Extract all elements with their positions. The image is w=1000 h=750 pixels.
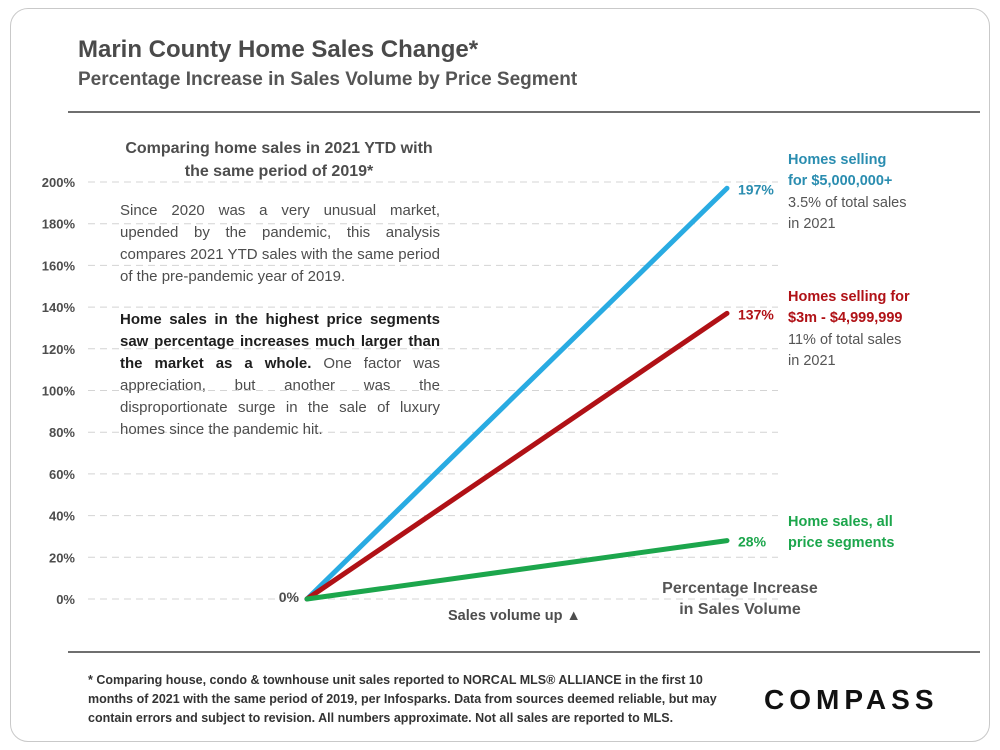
page-title: Marin County Home Sales Change* bbox=[78, 36, 479, 63]
annotation-all-line1: Home sales, all bbox=[788, 514, 893, 530]
annotation-luxury: Homes selling for $5,000,000+ bbox=[788, 150, 892, 192]
annotation-high-share-line2: in 2021 bbox=[788, 353, 836, 369]
series-start-label: 0% bbox=[279, 589, 300, 605]
text-box-paragraph-2: Home sales in the highest price segments… bbox=[120, 309, 440, 441]
sales-volume-up-label: Sales volume up ▲ bbox=[448, 608, 581, 624]
series-line bbox=[304, 310, 730, 602]
y-tick-label: 100% bbox=[42, 384, 76, 399]
annotation-luxury-line2: for $5,000,000+ bbox=[788, 173, 893, 189]
y-tick-label: 40% bbox=[49, 509, 75, 524]
annotation-high-line1: Homes selling for bbox=[788, 289, 910, 305]
y-tick-label: 60% bbox=[49, 467, 75, 482]
series-line bbox=[304, 538, 730, 602]
y-tick-label: 80% bbox=[49, 425, 75, 440]
y-tick-label: 20% bbox=[49, 550, 75, 565]
y-tick-label: 200% bbox=[42, 175, 76, 190]
series-end-label: 197% bbox=[738, 181, 774, 197]
y-tick-label: 160% bbox=[42, 258, 76, 273]
x-axis-caption: Percentage Increase in Sales Volume bbox=[640, 578, 840, 620]
annotation-luxury-share-line1: 3.5% of total sales bbox=[788, 195, 907, 211]
annotation-luxury-share-line2: in 2021 bbox=[788, 216, 836, 232]
x-axis-caption-line1: Percentage Increase bbox=[662, 580, 818, 597]
page-subtitle: Percentage Increase in Sales Volume by P… bbox=[78, 69, 578, 90]
chart: 0% 20% 40% 60% 80% 100% 120% 140% 160% 180% 200% 0%… bbox=[42, 175, 778, 607]
text-box-paragraph-2-rest: One factor was appreciation, but another… bbox=[120, 355, 440, 438]
series-end-label: 28% bbox=[738, 534, 767, 550]
footnote: * Comparing house, condo & townhouse uni… bbox=[88, 673, 717, 725]
y-tick-label: 180% bbox=[42, 217, 76, 232]
top-divider bbox=[68, 111, 980, 113]
text-box-paragraph-1: Since 2020 was a very unusual market, up… bbox=[120, 202, 440, 285]
bottom-divider bbox=[68, 651, 980, 653]
annotation-high-share-line1: 11% of total sales bbox=[788, 332, 902, 348]
text-box-heading: Comparing home sales in 2021 YTD with th… bbox=[125, 140, 433, 180]
text-box-paragraph-2-bold: Home sales in the highest price segments… bbox=[120, 311, 440, 372]
compass-logo: COMPASS bbox=[764, 684, 939, 715]
y-tick-label: 140% bbox=[42, 300, 76, 315]
annotation-high-line2: $3m - $4,999,999 bbox=[788, 310, 903, 326]
y-tick-label: 120% bbox=[42, 342, 76, 357]
annotation-all-line2: price segments bbox=[788, 535, 895, 551]
x-axis-caption-line2: in Sales Volume bbox=[679, 601, 801, 618]
y-tick-label: 0% bbox=[56, 592, 75, 607]
slide-card bbox=[10, 8, 990, 742]
annotation-high-share: 11% of total sales in 2021 bbox=[788, 330, 901, 372]
annotation-all: Home sales, all price segments bbox=[788, 512, 894, 554]
series-line bbox=[304, 185, 730, 602]
series-end-label: 137% bbox=[738, 306, 774, 322]
annotation-luxury-line1: Homes selling bbox=[788, 152, 887, 168]
annotation-luxury-share: 3.5% of total sales in 2021 bbox=[788, 193, 907, 235]
annotation-high: Homes selling for $3m - $4,999,999 bbox=[788, 287, 910, 329]
